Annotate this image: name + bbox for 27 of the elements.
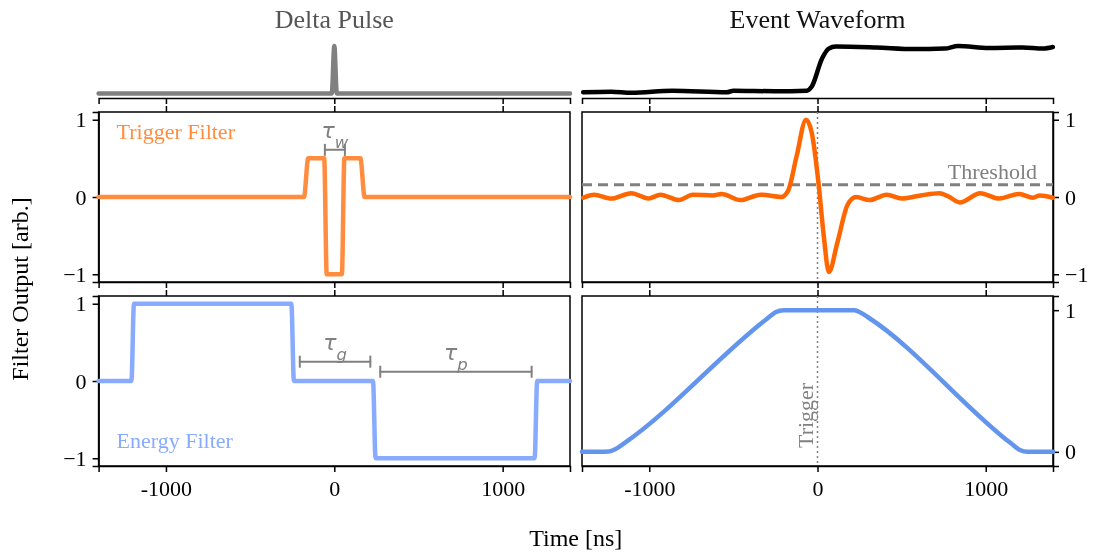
x-tick-label: -1000 <box>140 475 193 501</box>
ref-line-label: Threshold <box>947 158 1037 184</box>
x-tick-label: 0 <box>329 475 341 501</box>
y-tick-label: −1 <box>63 261 87 287</box>
y-tick-label: 0 <box>75 368 87 394</box>
x-tick-label: -1000 <box>624 475 676 501</box>
x-tick-label: 0 <box>812 475 824 501</box>
x-tick-label: 1000 <box>964 475 1009 501</box>
annotation: τ$_{g}$ <box>323 329 347 364</box>
y-tick-label: 1 <box>1065 297 1076 323</box>
y-tick-label: 1 <box>75 107 87 133</box>
text: Trigger Filter <box>116 119 236 144</box>
text: Energy Filter <box>116 428 234 453</box>
y-tick-label: 1 <box>75 291 87 317</box>
ref-line-label: Trigger <box>792 382 818 448</box>
y-tick-label: 0 <box>1065 184 1076 210</box>
y-axis-title: Filter Output [arb.] <box>7 197 33 381</box>
y-tick-label: −1 <box>63 445 87 471</box>
y-tick-label: 0 <box>1065 439 1076 465</box>
annotation: τ$_{p}$ <box>444 339 468 374</box>
y-tick-label: −1 <box>1065 261 1089 287</box>
x-axis-title: Time [ns] <box>529 525 623 551</box>
chart-title: Event Waveform <box>729 5 906 34</box>
chart-title: Delta Pulse <box>274 5 394 34</box>
y-tick-label: 1 <box>1065 107 1076 133</box>
x-tick-label: 1000 <box>481 475 526 501</box>
y-tick-label: 0 <box>75 184 87 210</box>
